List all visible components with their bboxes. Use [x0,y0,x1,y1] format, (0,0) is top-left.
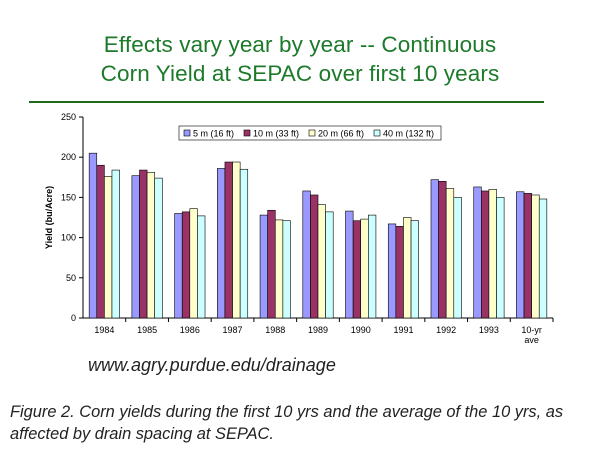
bar-4-7 [368,214,377,319]
chart-slide: Effects vary year by year -- Continuous … [20,30,580,375]
bar-2-9 [438,181,447,319]
bar-2-6 [310,194,319,319]
x-tick-label: 1993 [479,325,499,335]
y-tick-label: 50 [66,273,76,283]
bar-3-11 [531,194,540,319]
x-tick-label: 1989 [308,325,328,335]
x-tick-label: 1984 [94,325,114,335]
x-tick-label: ave [524,335,539,345]
bar-3-2 [146,172,155,319]
bar-1-4 [217,168,226,319]
figure-caption: Figure 2. Corn yields during the first 1… [10,403,564,443]
bar-chart: 0 50 100 150 200 250 Yield (bu/Acre) 1984 1985 19… [44,112,554,345]
bar-4-5 [282,220,291,319]
bar-1-9 [430,179,439,319]
y-axis-label: Yield (bu/Acre) [44,186,54,249]
legend-label-1: 5 m (16 ft) [193,129,234,139]
x-tick-label: 1988 [265,325,285,335]
bar-3-3 [189,208,198,319]
y-tick-label: 150 [61,192,76,202]
chart-title-line-1: Effects vary year by year -- Continuous [103,32,497,57]
bar-3-6 [317,204,326,319]
bar-4-4 [239,168,249,319]
bar-2-1 [96,164,105,319]
bar-2-4 [224,161,233,319]
x-tick-label: 1990 [351,325,371,335]
bar-2-7 [352,220,362,319]
bar-3-4 [232,161,241,319]
x-tick-label: 1991 [393,325,413,335]
bar-1-10 [473,186,482,319]
bar-2-2 [139,169,148,319]
bar-2-8 [395,226,404,319]
bar-3-5 [274,219,284,319]
legend-label-4: 40 m (132 ft) [383,129,434,139]
bar-3-1 [104,176,113,319]
title-divider [29,101,544,103]
bar-1-3 [174,213,183,319]
bar-1-7 [345,210,354,319]
y-tick-label: 100 [61,233,76,243]
chart-title: Effects vary year by year -- Continuous … [20,30,580,88]
bar-4-1 [111,169,120,319]
legend-swatch-2 [243,129,251,137]
bar-1-2 [131,175,140,319]
legend-label-2: 10 m (33 ft) [253,129,299,139]
legend-label-3: 20 m (66 ft) [318,129,364,139]
chart-title-line-2: Corn Yield at SEPAC over first 10 years [100,61,500,86]
x-tick-label: 1987 [223,325,243,335]
x-tick-label: 1992 [436,325,456,335]
bar-4-2 [154,177,163,319]
x-tick-label: 1986 [180,325,200,335]
bar-4-10 [496,197,505,319]
bar-3-10 [488,189,497,319]
bar-2-3 [181,211,191,319]
bar-4-6 [325,211,334,319]
bar-2-10 [481,190,490,319]
bar-4-3 [197,215,206,319]
bar-4-9 [453,197,462,319]
bar-1-1 [88,152,98,319]
x-tick-label: 10-yr [521,325,542,335]
y-tick-label: 250 [61,112,76,122]
bar-1-5 [259,214,268,319]
bar-4-8 [410,220,419,319]
bar-4-11 [538,198,548,319]
bar-1-11 [516,191,525,319]
bar-1-6 [302,190,311,319]
legend-swatch-3 [308,129,316,137]
legend-swatch-1 [183,129,191,137]
y-tick-label: 200 [61,152,76,162]
x-tick-label: 1985 [137,325,157,335]
source-url: www.agry.purdue.edu/drainage [88,355,336,375]
bar-2-11 [523,193,532,319]
bar-1-8 [387,223,397,319]
bar-2-5 [267,209,276,319]
y-tick-label: 0 [71,313,76,323]
bar-3-7 [360,218,369,319]
bar-3-9 [445,188,455,319]
legend-swatch-4 [373,129,381,137]
bar-3-8 [403,217,412,319]
